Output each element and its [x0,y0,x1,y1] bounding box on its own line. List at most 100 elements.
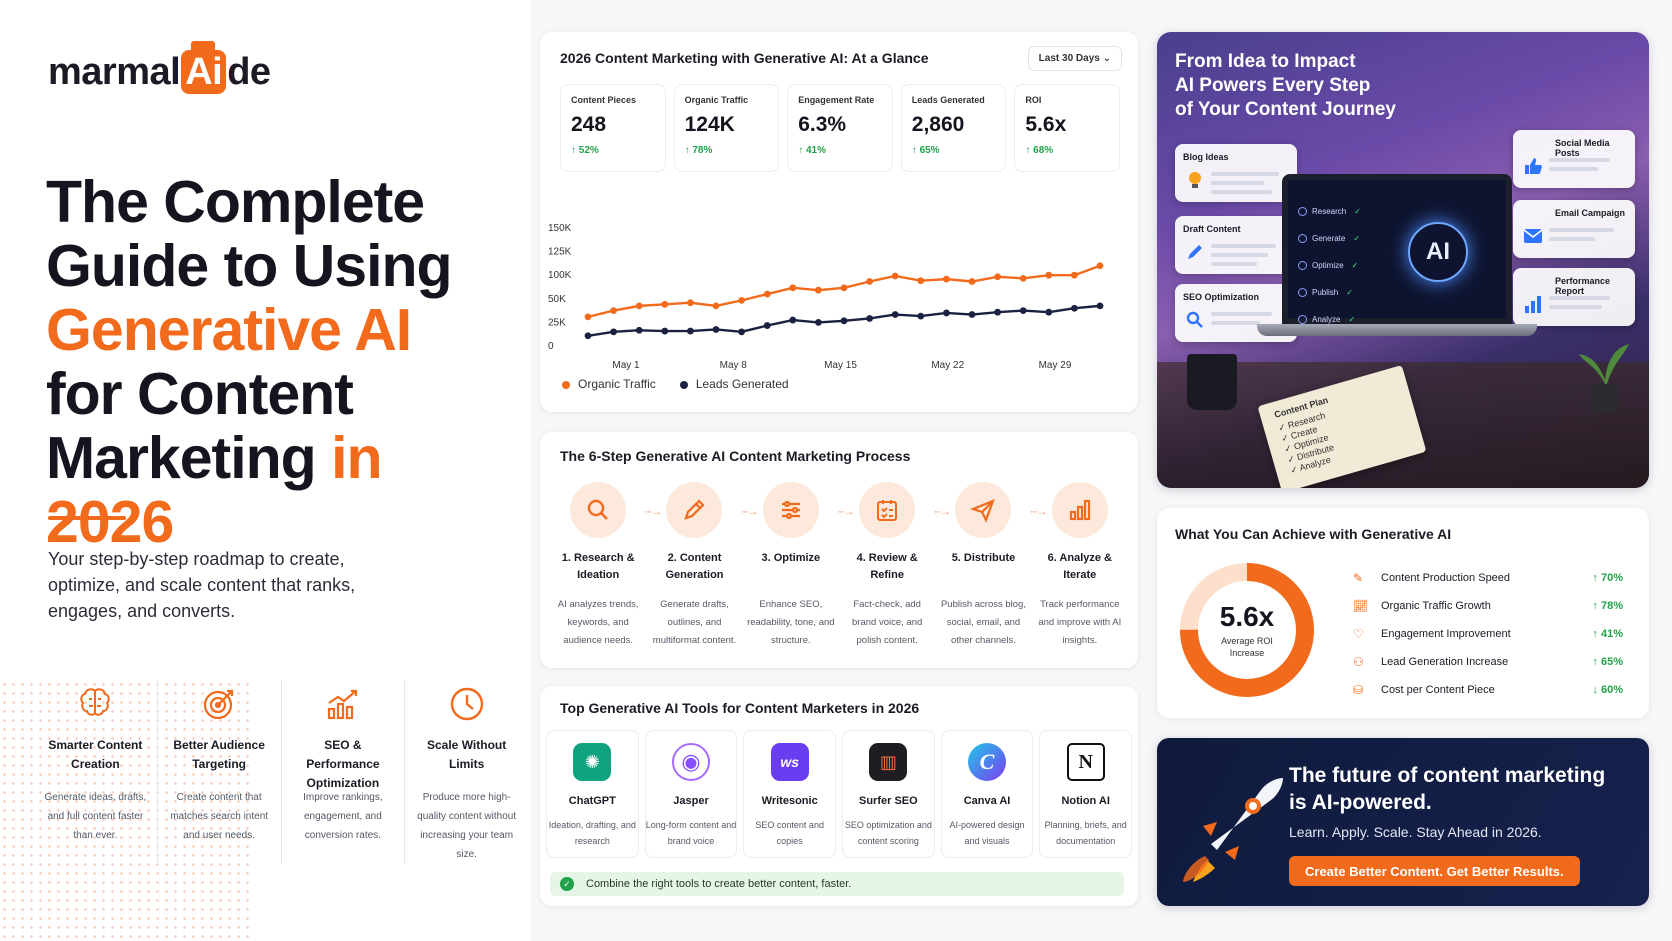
y-tick-label: 25K [548,317,566,328]
step-desc: Publish across blog, social, email, and … [940,599,1026,646]
date-range-value: Last 30 Days [1038,53,1100,64]
growth-chart-icon [288,680,399,728]
data-point[interactable] [1071,271,1078,279]
surfer-seo-logo-icon: ▥ [869,743,908,781]
tool-writesonic[interactable]: ws Writesonic SEO content and copies [743,730,837,858]
edit-icon: ✎ [1353,571,1364,585]
tool-chatgpt[interactable]: ✺ ChatGPT Ideation, drafting, and resear… [546,730,639,858]
process-title: The 6-Step Generative AI Content Marketi… [560,448,911,464]
chatgpt-logo-icon: ✺ [573,743,612,781]
data-point[interactable] [1019,274,1027,282]
screen-menu-item: Publish ✓ [1298,279,1361,306]
data-point[interactable] [1096,262,1104,270]
data-point[interactable] [789,316,797,324]
step-optimize[interactable]: ···→ 3. Optimize Enhance SEO, readabilit… [743,482,855,650]
data-point[interactable] [994,273,1001,281]
tool-surfer-seo[interactable]: ▥ Surfer SEO SEO optimization and conten… [842,730,935,858]
data-point[interactable] [943,275,950,283]
step-review[interactable]: ···→ 4. Review & Refine Fact-check, add … [839,482,951,650]
data-point[interactable] [891,272,899,280]
step-analyze[interactable]: 6. Analyze & Iterate Track performance a… [1032,482,1128,650]
arrow-right-icon: ···→ [644,504,662,518]
data-point[interactable] [738,328,745,336]
data-point[interactable] [584,332,592,340]
screen-menu-item: Generate ✓ [1298,225,1361,252]
kpi-value: 2,860 [911,113,965,136]
plant-icon [1579,344,1629,412]
step-distribute[interactable]: ···→ 5. Distribute Publish across blog, … [935,482,1048,650]
feature-title: Smarter Content Creation [48,738,143,771]
legend-item-leads[interactable]: Leads Generated [679,377,789,391]
kpi-change: ↑ 41% [798,145,826,156]
data-point[interactable] [635,326,643,334]
data-point[interactable] [994,308,1001,316]
data-point[interactable] [789,284,797,292]
dot-pattern [0,680,250,941]
tool-name: Writesonic [761,795,818,807]
legend-item-organic[interactable]: Organic Traffic [562,377,656,391]
data-point[interactable] [815,286,822,294]
data-point[interactable] [1019,307,1027,314]
data-point[interactable] [661,300,669,308]
data-point[interactable] [687,327,694,335]
metric-engagement: ♡ Engagement Improvement ↑ 41% [1353,627,1623,641]
bar-chart-icon [1051,482,1108,538]
data-point[interactable] [917,277,925,285]
step-desc: Generate drafts, outlines, and multiform… [652,599,737,646]
data-point[interactable] [1096,302,1104,310]
data-point[interactable] [815,319,822,326]
arrow-up-icon: ↑ [911,145,920,156]
future-title: The future of content marketing is AI-po… [1289,764,1606,814]
data-point[interactable] [584,313,592,321]
step-generation[interactable]: ···→ 2. Content Generation Generate draf… [646,482,759,650]
tool-canva-ai[interactable]: C Canva AI AI-powered design and visuals [940,730,1034,858]
pencil-icon [666,482,723,538]
tool-notion-ai[interactable]: N Notion AI Planning, briefs, and docume… [1039,730,1133,858]
cta-button[interactable]: Create Better Content. Get Better Result… [1289,856,1580,886]
data-point[interactable] [968,278,976,285]
line-chart: 0 25K 50K 100K 125K 150K May 1 May 8 May 15 May 2… [548,223,1104,371]
data-point[interactable] [610,307,617,314]
data-point[interactable] [1045,308,1053,316]
data-point[interactable] [738,296,745,304]
date-range-select[interactable]: Last 30 Days ⌄ [1027,46,1122,71]
data-point[interactable] [763,322,771,329]
chart-legend: Organic Traffic Leads Generated [562,377,789,391]
data-point[interactable] [968,311,976,318]
kpi-row: Content Pieces 248 ↑ 52% Organic Traffic… [560,84,1120,172]
kpi-roi: ROI 5.6x ↑ 68% [1014,84,1120,172]
tool-jasper[interactable]: ◉ Jasper Long-form content and brand voi… [644,730,738,858]
x-tick-label: May 1 [612,360,640,371]
data-point[interactable] [712,326,720,333]
data-point[interactable] [840,284,848,292]
data-point[interactable] [943,309,950,317]
data-point[interactable] [763,290,771,298]
data-point[interactable] [635,302,643,310]
tool-list: ✺ ChatGPT Ideation, drafting, and resear… [546,730,1133,858]
data-point[interactable] [1045,271,1053,279]
data-point[interactable] [917,312,925,320]
data-point[interactable] [687,299,694,307]
step-research[interactable]: ···→ 1. Research & Ideation AI analyzes … [550,482,662,650]
data-point[interactable] [610,328,617,336]
tool-desc: AI-powered design and visuals [949,820,1025,846]
data-point[interactable] [1071,304,1078,312]
logo[interactable]: marmal Ai de [48,41,271,94]
data-point[interactable] [661,327,669,335]
arrow-up-icon: ↑ [684,145,693,156]
data-point[interactable] [866,315,873,322]
data-point[interactable] [712,302,720,310]
checklist-icon [859,482,916,538]
kpi-change: ↑ 68% [1025,145,1054,156]
data-point[interactable] [891,311,899,318]
divider [48,516,126,520]
data-point[interactable] [866,278,873,285]
x-tick-label: May 8 [720,360,748,371]
data-point[interactable] [840,317,848,325]
coffee-mug [1187,354,1237,410]
feature-audience-targeting: Better Audience Targeting Create content… [158,680,282,864]
notion-logo-icon: N [1066,743,1105,781]
dashboard-card: 2026 Content Marketing with Generative A… [540,32,1138,412]
headline-line: Marketing [46,425,332,491]
step-title: 6. Analyze & Iterate [1047,552,1112,581]
